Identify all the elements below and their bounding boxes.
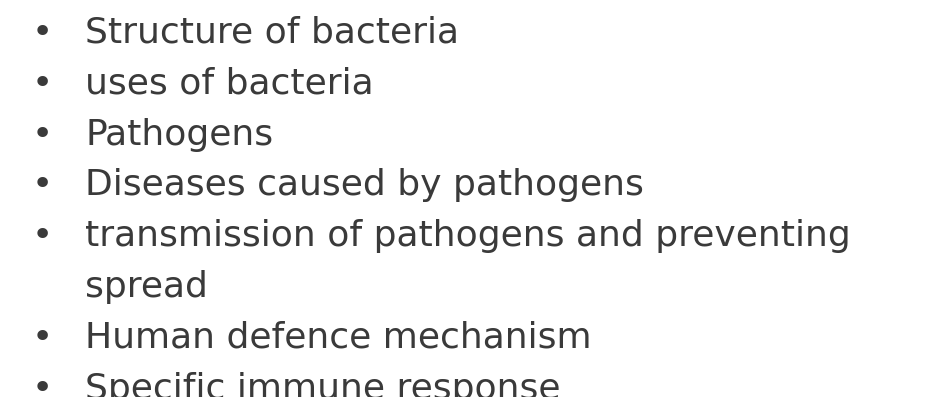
Text: •: • — [32, 219, 53, 253]
Text: Pathogens: Pathogens — [85, 118, 273, 152]
Text: transmission of pathogens and preventing: transmission of pathogens and preventing — [85, 219, 850, 253]
Text: •: • — [32, 67, 53, 101]
Text: uses of bacteria: uses of bacteria — [85, 67, 374, 101]
Text: Structure of bacteria: Structure of bacteria — [85, 16, 459, 50]
Text: •: • — [32, 16, 53, 50]
Text: spread: spread — [85, 270, 208, 304]
Text: •: • — [32, 372, 53, 397]
Text: Specific immune response: Specific immune response — [85, 372, 561, 397]
Text: •: • — [32, 321, 53, 355]
Text: Human defence mechanism: Human defence mechanism — [85, 321, 592, 355]
Text: •: • — [32, 118, 53, 152]
Text: Diseases caused by pathogens: Diseases caused by pathogens — [85, 168, 644, 202]
Text: •: • — [32, 168, 53, 202]
